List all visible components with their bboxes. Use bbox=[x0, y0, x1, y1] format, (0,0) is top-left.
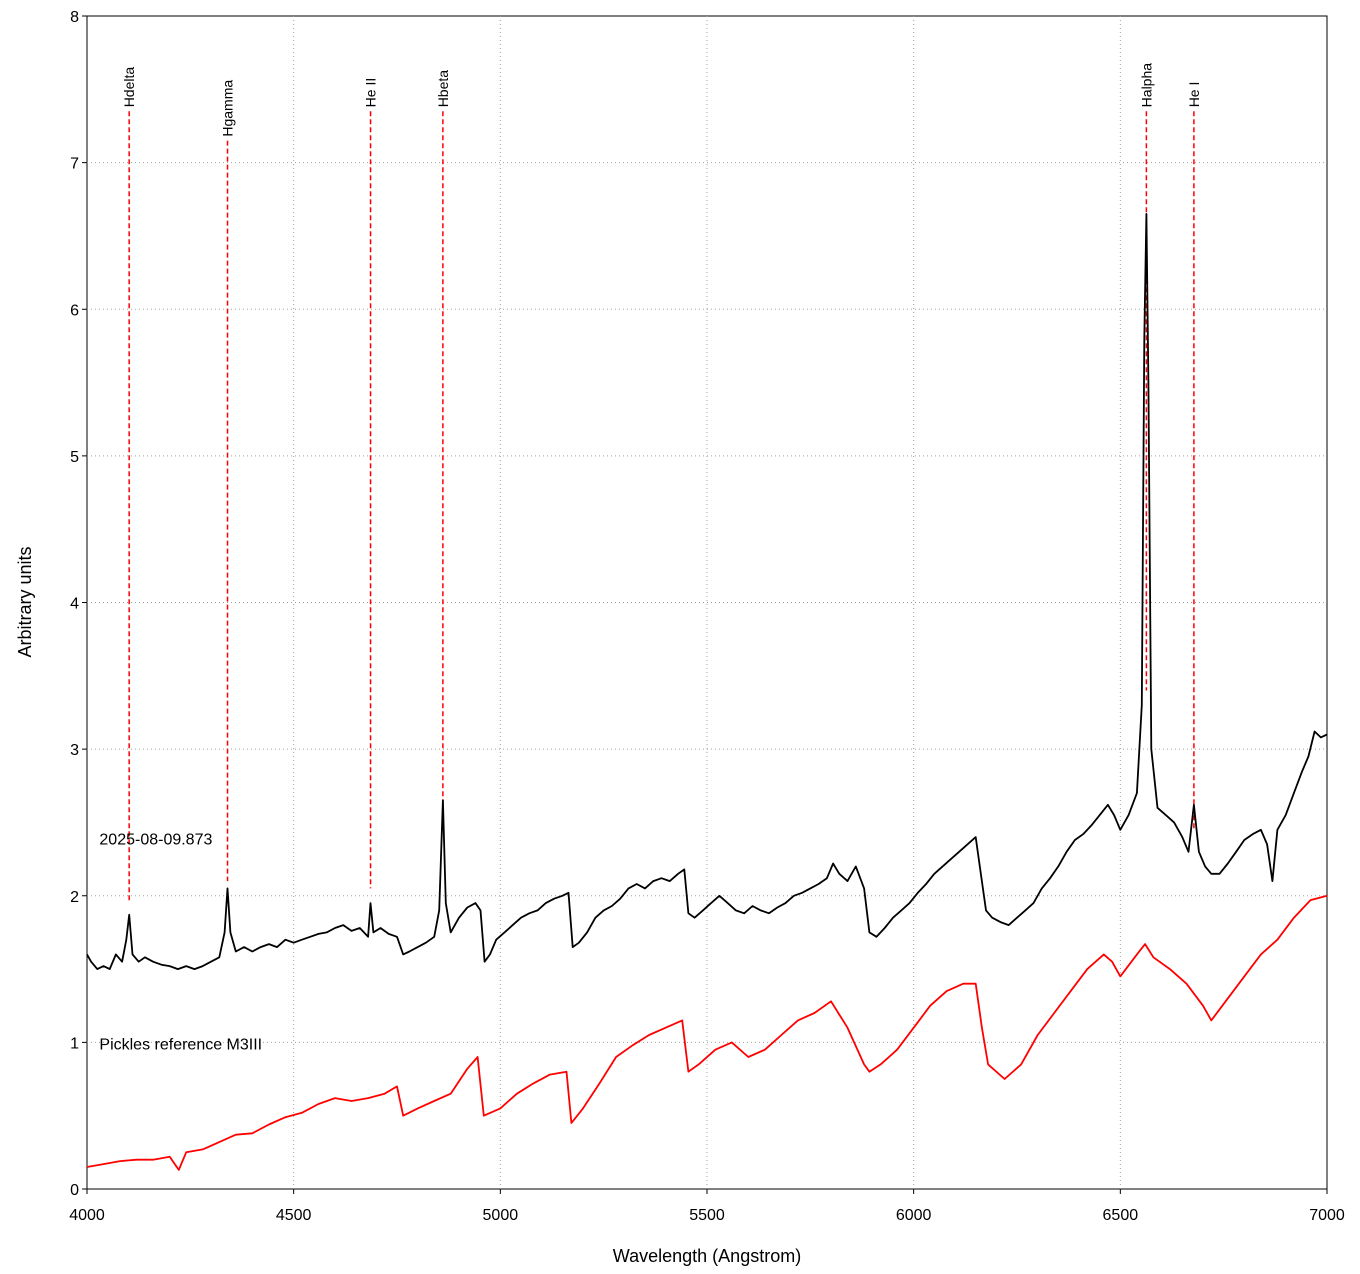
spectral-line-label: He I bbox=[1186, 82, 1202, 108]
x-axis-ticks: 4000 4500 5000 5500 6000 6500 7000 bbox=[69, 1189, 1345, 1224]
series-annotation: 2025-08-09.873 bbox=[99, 831, 212, 848]
y-tick-label: 2 bbox=[70, 889, 79, 906]
spectral-line-label: Hbeta bbox=[435, 70, 451, 108]
y-tick-label: 7 bbox=[70, 156, 79, 173]
y-tick-label: 1 bbox=[70, 1035, 79, 1052]
y-tick-label: 4 bbox=[70, 596, 79, 613]
y-axis-ticks: 0 1 2 3 4 5 6 7 8 bbox=[70, 9, 87, 1199]
series-group bbox=[86, 213, 1328, 1171]
series-line bbox=[86, 894, 1328, 1171]
spectral-lines: Hdelta Hgamma He II Hbeta Halpha He I bbox=[121, 63, 1202, 904]
y-tick-label: 0 bbox=[70, 1182, 79, 1199]
annotations: 2025-08-09.873 Pickles reference M3III bbox=[99, 831, 262, 1053]
x-tick-label: 6500 bbox=[1103, 1207, 1139, 1224]
spectral-line-label: He II bbox=[363, 78, 379, 108]
grid bbox=[87, 16, 1327, 1189]
x-tick-label: 5000 bbox=[483, 1207, 519, 1224]
y-axis-title: Arbitrary units bbox=[15, 546, 35, 657]
series-annotation: Pickles reference M3III bbox=[99, 1037, 262, 1054]
y-tick-label: 5 bbox=[70, 449, 79, 466]
x-axis-title: Wavelength (Angstrom) bbox=[613, 1246, 801, 1266]
y-tick-label: 8 bbox=[70, 9, 79, 26]
x-tick-label: 4500 bbox=[276, 1207, 312, 1224]
y-tick-label: 6 bbox=[70, 302, 79, 319]
spectral-line-label: Hgamma bbox=[220, 80, 236, 137]
series-line bbox=[86, 213, 1328, 970]
x-tick-label: 4000 bbox=[69, 1207, 105, 1224]
spectral-line-label: Hdelta bbox=[121, 67, 137, 108]
y-tick-label: 3 bbox=[70, 742, 79, 759]
spectral-line-label: Halpha bbox=[1138, 63, 1154, 108]
x-tick-label: 6000 bbox=[896, 1207, 932, 1224]
x-tick-label: 7000 bbox=[1309, 1207, 1345, 1224]
x-tick-label: 5500 bbox=[689, 1207, 725, 1224]
